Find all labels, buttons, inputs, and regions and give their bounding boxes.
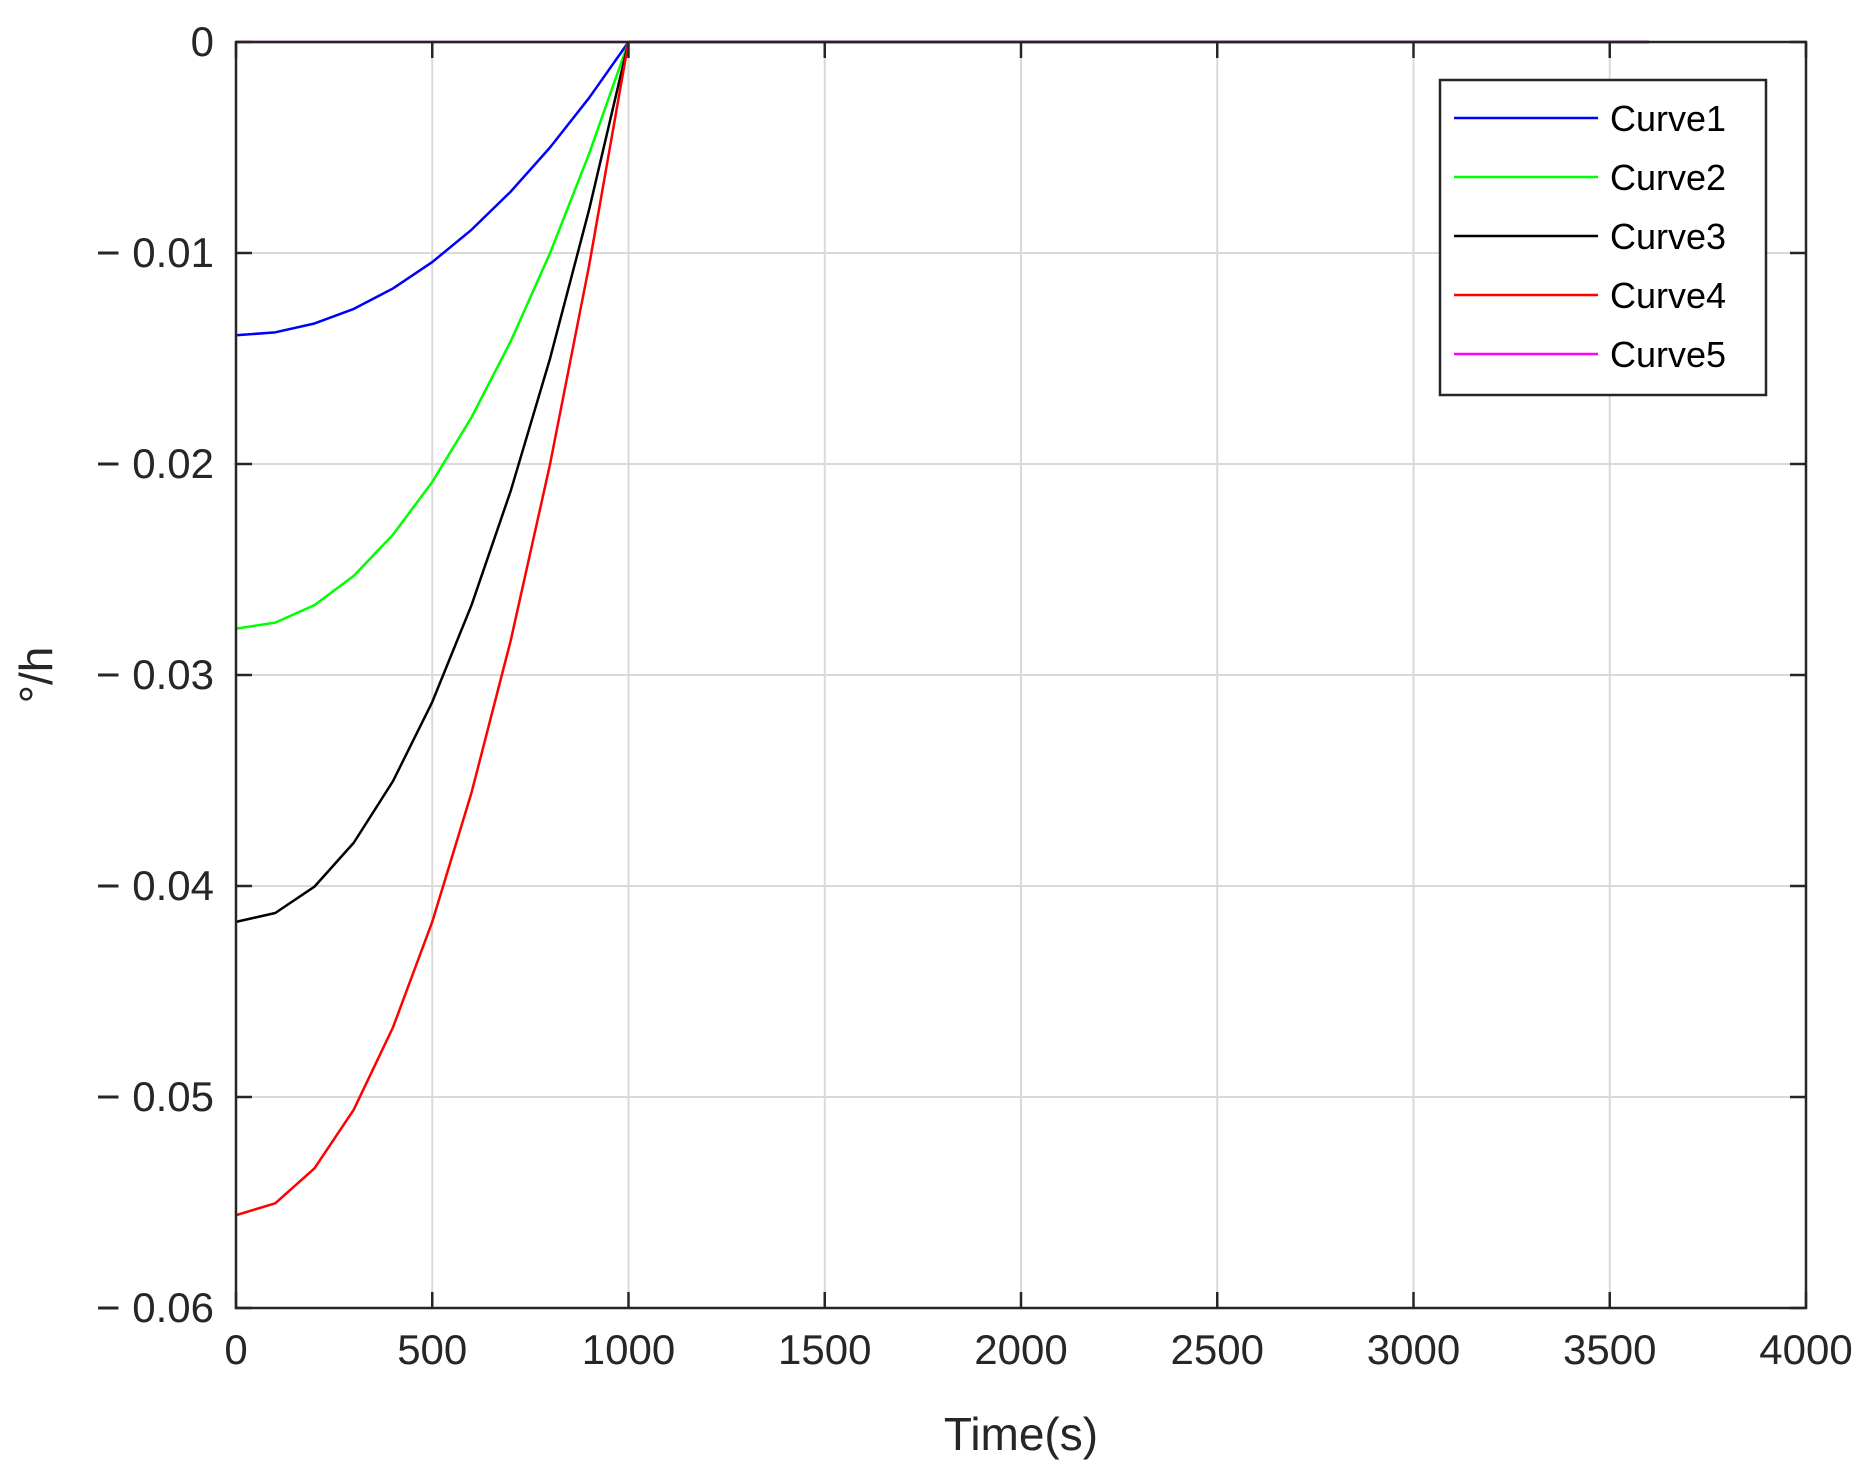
x-tick-label: 1500 bbox=[778, 1326, 871, 1373]
x-tick-label: 0 bbox=[224, 1326, 247, 1373]
x-tick-label: 3500 bbox=[1563, 1326, 1656, 1373]
series-line-curve1 bbox=[235, 40, 1649, 337]
y-tick-label: − 0.02 bbox=[96, 440, 214, 487]
series-line-curve3 bbox=[235, 40, 1649, 924]
legend-label: Curve1 bbox=[1610, 98, 1726, 139]
legend-label: Curve3 bbox=[1610, 216, 1726, 257]
x-axis-label: Time(s) bbox=[944, 1408, 1098, 1460]
series-line-curve2 bbox=[235, 40, 1649, 630]
x-tick-label: 2000 bbox=[974, 1326, 1067, 1373]
legend-label: Curve5 bbox=[1610, 334, 1726, 375]
y-axis-label: °/h bbox=[10, 647, 62, 704]
y-tick-label: 0 bbox=[191, 18, 214, 65]
y-tick-label: − 0.04 bbox=[96, 862, 214, 909]
y-tick-labels: 0 − 0.01 − 0.02 − 0.03 − 0.04 − 0.05 − 0.06 bbox=[96, 18, 214, 1331]
x-tick-label: 2500 bbox=[1171, 1326, 1264, 1373]
legend-label: Curve4 bbox=[1610, 275, 1726, 316]
y-tick-label: − 0.01 bbox=[96, 229, 214, 276]
y-tick-label: − 0.03 bbox=[96, 651, 214, 698]
legend-label: Curve2 bbox=[1610, 157, 1726, 198]
legend-box bbox=[1438, 78, 1768, 397]
x-tick-label: 1000 bbox=[582, 1326, 675, 1373]
x-tick-label: 500 bbox=[397, 1326, 467, 1373]
series-line-curve4 bbox=[235, 40, 1649, 1217]
y-tick-label: − 0.06 bbox=[96, 1284, 214, 1331]
y-tick-label: − 0.05 bbox=[96, 1073, 214, 1120]
x-tick-label: 4000 bbox=[1759, 1326, 1852, 1373]
tick-marks bbox=[234, 40, 1808, 1310]
legend: Curve1 Curve2 Curve3 Curve4 Curve5 bbox=[1438, 78, 1768, 397]
x-tick-label: 3000 bbox=[1367, 1326, 1460, 1373]
x-tick-labels: 0 500 1000 1500 2000 2500 3000 3500 4000 bbox=[224, 1326, 1852, 1373]
